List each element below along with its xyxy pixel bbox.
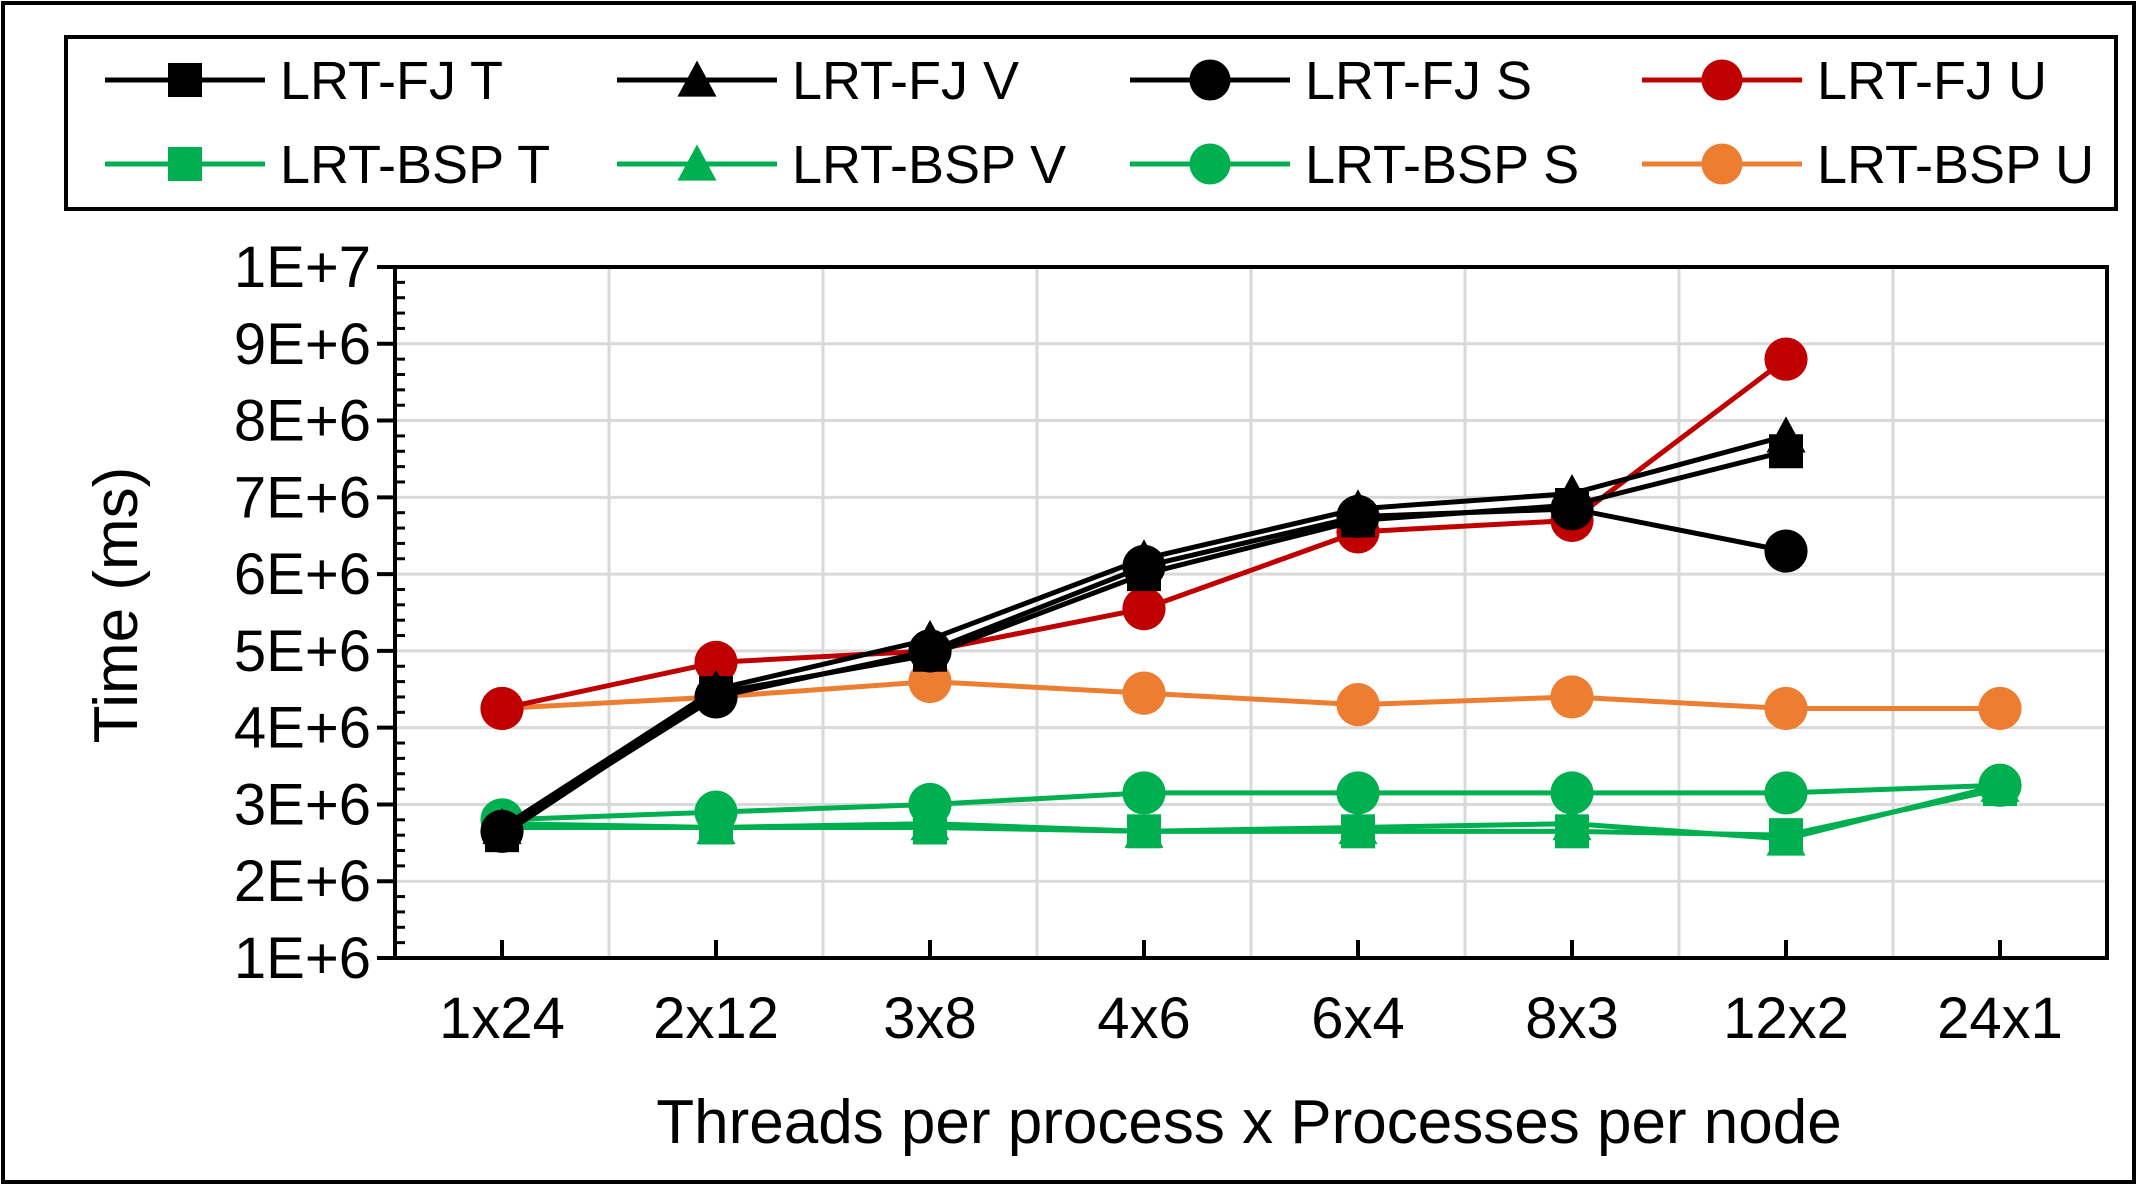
legend-label: LRT-FJ U bbox=[1817, 51, 2047, 111]
legend-item-lrt-bsp-v: LRT-BSP V bbox=[617, 135, 1066, 195]
x-axis-title: Threads per process x Processes per node bbox=[656, 1088, 1841, 1157]
legend-label: LRT-BSP T bbox=[280, 135, 550, 195]
x-tick-label: 2x12 bbox=[653, 986, 779, 1051]
series-lrt-bsp-s bbox=[480, 763, 2022, 842]
y-tick-label: 4E+6 bbox=[234, 696, 371, 761]
data-point-lrt-bsp-u bbox=[1978, 686, 2022, 731]
data-point-lrt-bsp-u bbox=[1550, 675, 1594, 719]
legend-marker bbox=[677, 144, 717, 181]
legend-marker bbox=[677, 60, 717, 97]
y-tick-label: 9E+6 bbox=[234, 312, 371, 377]
data-point-lrt-fj-t bbox=[1555, 488, 1589, 523]
data-point-lrt-bsp-t bbox=[1555, 814, 1589, 849]
series-line-lrt-bsp-s bbox=[501, 782, 2001, 823]
legend-item-lrt-fj-v: LRT-FJ V bbox=[617, 51, 1019, 111]
plot-area-border bbox=[393, 265, 2109, 960]
data-point-lrt-fj-t bbox=[1769, 434, 1803, 469]
legend-marker bbox=[1189, 143, 1231, 185]
data-point-lrt-bsp-u bbox=[1122, 671, 1166, 715]
legend-marker bbox=[168, 147, 202, 181]
data-point-lrt-fj-u bbox=[694, 640, 738, 685]
data-point-lrt-bsp-t bbox=[1769, 818, 1803, 853]
legend-item-lrt-fj-t: LRT-FJ T bbox=[105, 51, 503, 111]
legend-item-lrt-fj-u: LRT-FJ U bbox=[1642, 51, 2047, 111]
series-line-lrt-bsp-t bbox=[502, 786, 2001, 838]
data-point-lrt-fj-u bbox=[480, 686, 524, 731]
data-point-lrt-fj-t bbox=[913, 637, 947, 672]
x-tick-label: 1x24 bbox=[439, 986, 565, 1051]
data-point-lrt-fj-t bbox=[699, 676, 733, 711]
legend-label: LRT-BSP V bbox=[792, 135, 1066, 195]
x-tick-label: 24x1 bbox=[1937, 986, 2063, 1051]
y-tick-label: 1E+7 bbox=[234, 235, 371, 300]
legend-marker bbox=[1189, 59, 1231, 101]
legend-label: LRT-FJ S bbox=[1305, 51, 1532, 111]
legend-item-lrt-fj-s: LRT-FJ S bbox=[1130, 51, 1532, 111]
y-tick-label: 6E+6 bbox=[234, 542, 371, 607]
data-point-lrt-bsp-t bbox=[1341, 814, 1375, 849]
y-axis-title: Time (ms) bbox=[82, 467, 151, 744]
legend-marker bbox=[168, 63, 202, 97]
series-layer bbox=[480, 337, 2022, 856]
legend-item-lrt-bsp-t: LRT-BSP T bbox=[105, 135, 550, 195]
data-point-lrt-bsp-t bbox=[1127, 814, 1161, 849]
legend-marker bbox=[1701, 59, 1743, 101]
legend-label: LRT-FJ V bbox=[792, 51, 1019, 111]
x-tick-label: 6x4 bbox=[1311, 986, 1405, 1051]
data-point-lrt-bsp-t bbox=[699, 810, 733, 845]
y-tick-label: 5E+6 bbox=[234, 619, 371, 684]
legend-label: LRT-BSP U bbox=[1817, 135, 2094, 195]
data-point-lrt-bsp-t bbox=[913, 810, 947, 845]
y-tick-label: 1E+6 bbox=[234, 926, 371, 991]
x-tick-label: 4x6 bbox=[1097, 986, 1191, 1051]
legend-label: LRT-FJ T bbox=[280, 51, 503, 111]
x-tick-label: 8x3 bbox=[1525, 986, 1619, 1051]
data-point-lrt-bsp-s bbox=[1764, 771, 1808, 815]
y-tick-label: 8E+6 bbox=[234, 389, 371, 454]
data-point-lrt-fj-t bbox=[1341, 503, 1375, 538]
legend-marker bbox=[1701, 143, 1743, 185]
data-point-lrt-fj-u bbox=[1122, 587, 1166, 631]
legend-label: LRT-BSP S bbox=[1305, 135, 1579, 195]
data-point-lrt-bsp-s bbox=[1550, 771, 1594, 815]
data-point-lrt-fj-u bbox=[1764, 337, 1808, 381]
data-point-lrt-fj-s bbox=[1764, 529, 1808, 573]
x-tick-label: 12x2 bbox=[1723, 986, 1849, 1051]
legend-item-lrt-bsp-u: LRT-BSP U bbox=[1642, 135, 2094, 195]
data-point-lrt-bsp-s bbox=[1122, 771, 1166, 815]
legend: LRT-FJ T LRT-FJ V LRT-FJ S LRT-FJ U LRT-BSP … bbox=[64, 35, 2118, 211]
series-lrt-fj-t bbox=[485, 434, 1803, 853]
y-tick-label: 7E+6 bbox=[234, 465, 371, 530]
data-point-lrt-bsp-u bbox=[1764, 686, 1808, 731]
y-tick-label: 3E+6 bbox=[234, 772, 371, 837]
series-line-lrt-bsp-u bbox=[501, 679, 2000, 711]
legend-item-lrt-bsp-s: LRT-BSP S bbox=[1130, 135, 1579, 195]
data-point-lrt-bsp-s bbox=[1336, 771, 1380, 815]
y-tick-label: 2E+6 bbox=[234, 849, 371, 914]
data-point-lrt-fj-t bbox=[485, 818, 519, 853]
data-point-lrt-bsp-u bbox=[1336, 683, 1380, 727]
data-point-lrt-fj-t bbox=[1127, 557, 1161, 592]
x-tick-label: 3x8 bbox=[883, 986, 977, 1051]
legend-box bbox=[64, 35, 2118, 211]
axes: 1E+6 2E+6 3E+6 4E+6 5E+6 6E+6 7E+6 8E+6 9E+6 1E+7… bbox=[234, 235, 2109, 1051]
data-point-lrt-bsp-t bbox=[1983, 772, 2017, 807]
series-lrt-bsp-t bbox=[485, 772, 2017, 853]
